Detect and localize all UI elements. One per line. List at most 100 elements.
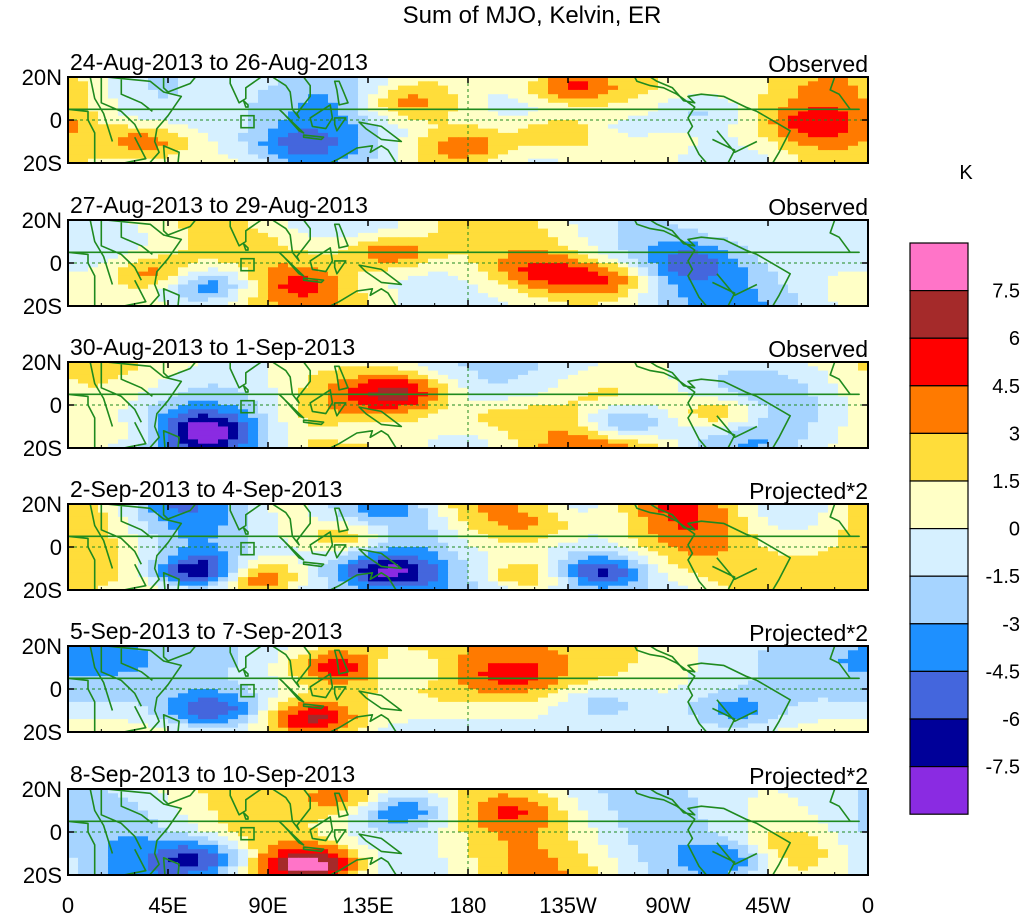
field-cell <box>708 405 719 410</box>
field-cell <box>228 379 239 384</box>
field-cell <box>588 443 599 448</box>
field-cell <box>788 271 799 277</box>
field-cell <box>88 366 99 371</box>
field-cell <box>138 370 149 376</box>
field-cell <box>418 228 429 234</box>
field-cell <box>358 284 369 290</box>
field-cell <box>368 379 379 384</box>
field-cell <box>258 387 269 393</box>
field-cell <box>78 128 89 134</box>
field-cell <box>558 102 569 108</box>
field-cell <box>318 237 329 242</box>
field-cell <box>588 439 599 445</box>
field-cell <box>138 504 149 509</box>
field-cell <box>468 396 479 402</box>
field-cell <box>108 132 119 138</box>
field-cell <box>528 137 539 142</box>
field-cell <box>448 245 459 251</box>
field-cell <box>388 379 399 384</box>
field-cell <box>648 430 659 436</box>
field-cell <box>368 435 379 440</box>
field-cell <box>528 293 539 298</box>
field-cell <box>548 443 559 448</box>
field-cell <box>288 81 299 86</box>
field-cell <box>788 280 799 285</box>
field-cell <box>448 284 459 290</box>
field-cell <box>668 158 679 163</box>
field-cell <box>648 379 659 384</box>
field-cell <box>418 301 429 306</box>
field-cell <box>498 271 509 277</box>
field-cell <box>288 284 299 290</box>
field-cell <box>408 422 419 427</box>
field-cell <box>298 293 309 298</box>
field-cell <box>778 443 789 448</box>
field-cell <box>518 271 529 277</box>
field-cell <box>218 232 229 238</box>
field-cell <box>358 443 369 448</box>
field-cell <box>528 387 539 393</box>
field-cell <box>108 370 119 376</box>
field-cell <box>658 422 669 427</box>
field-cell <box>828 132 839 138</box>
field-cell <box>548 224 559 229</box>
field-cell <box>778 288 789 294</box>
field-cell <box>238 124 249 129</box>
field-cell <box>598 258 609 264</box>
field-cell <box>298 362 309 367</box>
field-cell <box>688 413 699 419</box>
field-cell <box>678 85 689 91</box>
field-cell <box>368 85 379 91</box>
field-cell <box>418 237 429 242</box>
field-cell <box>518 409 529 414</box>
field-cell <box>698 137 709 142</box>
field-cell <box>488 370 499 376</box>
field-cell <box>298 400 309 406</box>
field-cell <box>538 89 549 95</box>
field-cell <box>548 89 559 95</box>
field-cell <box>768 409 779 414</box>
field-cell <box>788 94 799 99</box>
field-cell <box>578 241 589 247</box>
field-cell <box>458 396 469 402</box>
field-cell <box>128 102 139 108</box>
field-cell <box>688 422 699 427</box>
field-cell <box>88 241 99 247</box>
field-cell <box>808 137 819 142</box>
field-cell <box>208 301 219 306</box>
field-cell <box>118 387 129 393</box>
field-cell <box>748 128 759 134</box>
field-cell <box>328 128 339 134</box>
field-cell <box>768 400 779 406</box>
field-cell <box>108 232 119 238</box>
field-cell <box>548 120 559 125</box>
field-cell <box>758 85 769 91</box>
field-cell <box>138 85 149 91</box>
field-cell <box>818 102 829 108</box>
field-cell <box>368 254 379 260</box>
field-cell <box>818 228 829 234</box>
field-cell <box>468 297 479 303</box>
field-cell <box>88 297 99 303</box>
field-cell <box>308 405 319 410</box>
field-cell <box>288 228 299 234</box>
field-cell <box>558 111 569 117</box>
field-cell <box>518 374 529 380</box>
field-cell <box>188 293 199 298</box>
field-cell <box>298 158 309 163</box>
field-cell <box>818 366 829 371</box>
field-cell <box>358 387 369 393</box>
field-cell <box>98 145 109 151</box>
field-cell <box>318 241 329 247</box>
field-cell <box>538 120 549 125</box>
field-cell <box>78 374 89 380</box>
field-cell <box>708 124 719 129</box>
field-cell <box>808 145 819 151</box>
field-cell <box>508 145 519 151</box>
field-cell <box>698 98 709 104</box>
field-cell <box>268 220 279 225</box>
field-cell <box>448 85 459 91</box>
field-cell <box>788 228 799 234</box>
field-cell <box>768 297 779 303</box>
field-cell <box>588 374 599 380</box>
